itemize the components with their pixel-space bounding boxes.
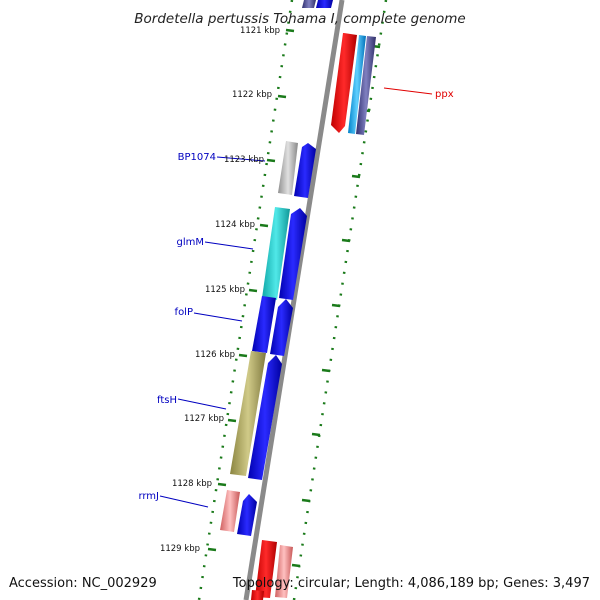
tick-label-1121: 1121 kbp bbox=[240, 26, 280, 36]
gene-label-glmm: glmM bbox=[177, 237, 205, 248]
gene-glmm-fwd bbox=[279, 208, 307, 300]
gene-ppx-cyan bbox=[348, 35, 366, 134]
genome-backbone bbox=[243, 0, 345, 600]
tick-label-1129: 1129 kbp bbox=[160, 544, 200, 554]
gene-bottom-red bbox=[255, 540, 277, 598]
gene-ppx bbox=[331, 33, 357, 133]
gene-label-ftsh: ftsH bbox=[157, 395, 177, 406]
tick-labels: 1121 kbp 1122 kbp 1123 kbp 1124 kbp 1125… bbox=[160, 26, 280, 554]
gene-rrmj-rev bbox=[220, 490, 240, 532]
gene-folp-rev bbox=[252, 296, 276, 353]
gene-bottom-red-2 bbox=[251, 590, 264, 600]
gene-ftsh-rev bbox=[230, 351, 266, 476]
gene-label-folp: folP bbox=[175, 307, 193, 318]
tick-label-1124: 1124 kbp bbox=[215, 220, 255, 230]
gene-folp-fwd bbox=[270, 299, 293, 356]
gene-bp1074-fwd bbox=[294, 143, 316, 198]
tick-label-1128: 1128 kbp bbox=[172, 479, 212, 489]
gene-labels: ppx BP1074 glmM folP ftsH rrmJ bbox=[138, 89, 453, 502]
tick-label-1126: 1126 kbp bbox=[195, 350, 235, 360]
gene-label-ppx: ppx bbox=[435, 89, 454, 100]
tick-label-1127: 1127 kbp bbox=[184, 414, 224, 424]
forward-strand-genes bbox=[237, 0, 376, 598]
gene-bp1074-rev bbox=[278, 141, 298, 195]
gene-ppx-navy bbox=[356, 36, 376, 135]
gene-rrmj-fwd bbox=[237, 494, 257, 536]
tick-label-1122: 1122 kbp bbox=[232, 90, 272, 100]
accession-label: Accession: NC_002929 bbox=[9, 576, 157, 591]
topology-label: Topology: circular; Length: 4,086,189 bp… bbox=[232, 576, 590, 591]
gene-label-bp1074: BP1074 bbox=[178, 152, 216, 163]
map-title: Bordetella pertussis Tohama I, complete … bbox=[134, 11, 465, 27]
gene-top-navy bbox=[302, 0, 316, 8]
tick-label-1123: 1123 kbp bbox=[224, 155, 264, 165]
gene-top-blue bbox=[316, 0, 333, 8]
gene-label-rrmj: rrmJ bbox=[138, 491, 159, 502]
gene-bottom-pink bbox=[275, 545, 293, 598]
gene-ftsh-fwd bbox=[248, 355, 282, 480]
gene-glmm-rev bbox=[262, 207, 290, 300]
callout-lines bbox=[159, 87, 433, 508]
tick-label-1125: 1125 kbp bbox=[205, 285, 245, 295]
reverse-strand-genes bbox=[220, 0, 316, 600]
